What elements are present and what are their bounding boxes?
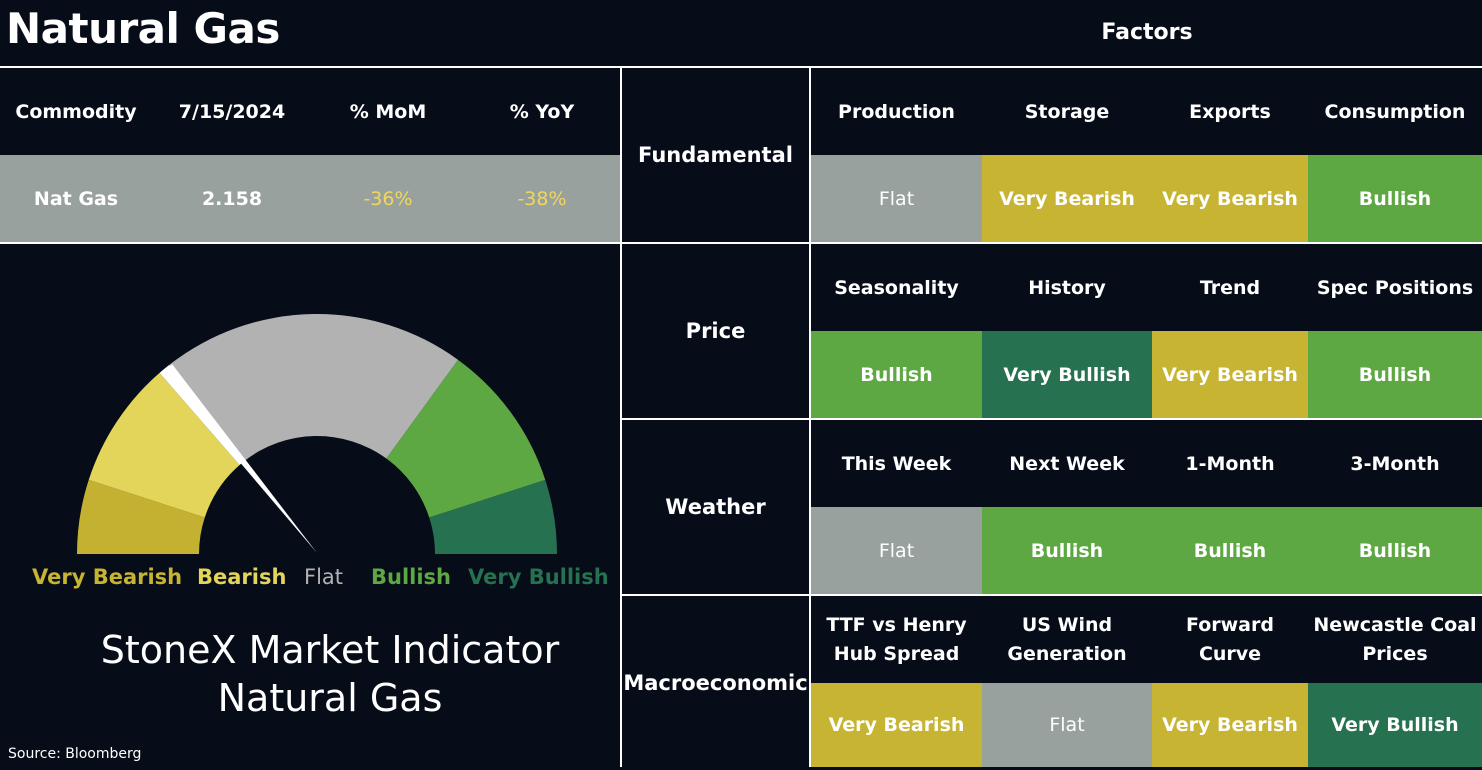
factor-header-line: Hub Spread xyxy=(833,642,960,665)
factor-value: Bullish xyxy=(1308,155,1482,242)
factor-header-line: TTF vs Henry xyxy=(826,613,967,636)
factor-header-line: Newcastle Coal xyxy=(1313,613,1477,636)
factor-value: Flat xyxy=(982,683,1152,767)
factor-value: Very Bearish xyxy=(1152,155,1308,242)
col-header-date: 7/15/2024 xyxy=(178,100,286,123)
page-title: Natural Gas xyxy=(6,4,280,53)
factor-header-line: Curve xyxy=(1198,642,1262,665)
commodity-mom: -36% xyxy=(363,187,413,210)
indicator-title-line2: Natural Gas xyxy=(217,676,443,720)
divider xyxy=(0,242,620,244)
commodity-yoy: -38% xyxy=(517,187,567,210)
divider xyxy=(620,418,1482,420)
divider xyxy=(620,66,622,767)
factor-value: Very Bearish xyxy=(1152,331,1308,418)
factor-value: Bullish xyxy=(1308,507,1482,594)
section-weather-label: Weather xyxy=(665,495,766,519)
col-header-yoy: % YoY xyxy=(509,100,575,123)
commodity-name: Nat Gas xyxy=(33,187,119,210)
factor-header: TTF vs Henry Hub Spread xyxy=(811,596,982,683)
gauge-label-bullish: Bullish xyxy=(371,565,452,589)
gauge-needle xyxy=(164,364,317,553)
section-macroeconomic-label: Macroeconomic xyxy=(623,671,808,695)
col-header-mom: % MoM xyxy=(349,100,427,123)
factor-value: Flat xyxy=(811,507,982,594)
commodity-row: Nat Gas 2.158 -36% -38% xyxy=(0,155,620,242)
source-note: Source: Bloomberg xyxy=(8,746,142,762)
factor-header: 3-Month xyxy=(1350,452,1440,475)
factor-value: Bullish xyxy=(1152,507,1308,594)
commodity-table: Commodity 7/15/2024 % MoM % YoY Nat Gas … xyxy=(0,68,620,243)
gauge-segment-bullish xyxy=(386,359,546,518)
factor-value: Flat xyxy=(811,155,982,242)
factor-header-line: Prices xyxy=(1362,642,1428,665)
gauge-label-very-bullish: Very Bullish xyxy=(468,565,609,589)
divider xyxy=(620,242,1482,244)
gauge-label-very-bearish: Very Bearish xyxy=(32,565,183,589)
gauge-label-flat: Flat xyxy=(304,565,344,589)
factor-header: US Wind Generation xyxy=(982,596,1152,683)
factor-header: 1-Month xyxy=(1185,452,1275,475)
factor-value: Very Bearish xyxy=(811,683,982,767)
factor-header: Seasonality xyxy=(834,276,959,299)
factor-header: Newcastle Coal Prices xyxy=(1308,596,1482,683)
factor-header-line: Forward xyxy=(1186,613,1274,636)
col-header-commodity: Commodity xyxy=(15,100,137,123)
factor-value: Very Bullish xyxy=(982,331,1152,418)
factor-value: Very Bearish xyxy=(982,155,1152,242)
gauge-segment-bearish xyxy=(88,372,240,518)
gauge-segment-very-bearish xyxy=(77,479,205,554)
gauge-segment-very-bullish xyxy=(429,479,557,554)
divider xyxy=(809,66,811,767)
factor-header: Consumption xyxy=(1324,100,1466,123)
factor-value: Very Bullish xyxy=(1308,683,1482,767)
factor-header: History xyxy=(1028,276,1106,299)
factor-header: Trend xyxy=(1199,276,1261,299)
factor-header: Production xyxy=(838,100,955,123)
factor-header-line: Generation xyxy=(1007,642,1127,665)
factor-header: Storage xyxy=(1024,100,1110,123)
factor-value: Bullish xyxy=(811,331,982,418)
commodity-price: 2.158 xyxy=(201,187,263,210)
factor-value: Bullish xyxy=(1308,331,1482,418)
factor-header: Exports xyxy=(1189,100,1271,123)
gauge-segment-flat xyxy=(169,314,459,462)
factor-header: Forward Curve xyxy=(1152,596,1308,683)
factor-header: Next Week xyxy=(1009,452,1125,475)
factors-title: Factors xyxy=(1101,19,1193,45)
factor-header-line: US Wind xyxy=(1021,613,1113,636)
section-fundamental-label: Fundamental xyxy=(638,143,793,167)
factor-header: Spec Positions xyxy=(1316,276,1474,299)
gauge-label-bearish: Bearish xyxy=(197,565,287,589)
factor-value: Very Bearish xyxy=(1152,683,1308,767)
divider xyxy=(620,594,1482,596)
section-price-label: Price xyxy=(685,319,746,343)
sentiment-gauge xyxy=(77,314,557,554)
factor-value: Bullish xyxy=(982,507,1152,594)
divider xyxy=(0,66,1482,68)
factor-header: This Week xyxy=(841,452,952,475)
indicator-title-line1: StoneX Market Indicator xyxy=(100,628,560,672)
